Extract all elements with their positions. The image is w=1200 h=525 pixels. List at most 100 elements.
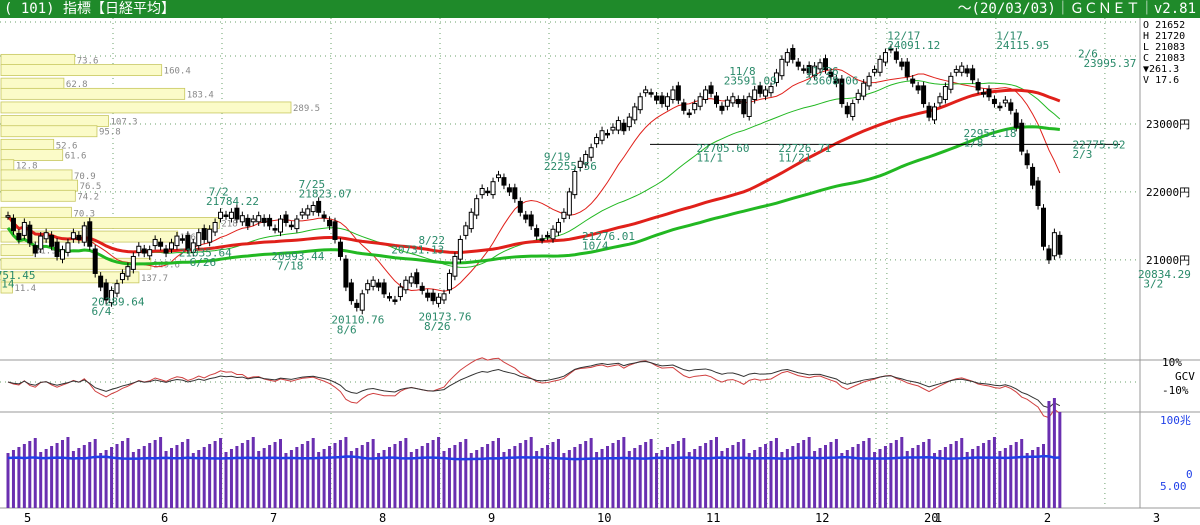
volume-bar xyxy=(606,446,609,508)
price-annotation: 22951.18 xyxy=(964,127,1017,140)
volume-bar xyxy=(916,445,920,508)
volume-bar xyxy=(289,450,293,508)
price-annotation: 23995.37 xyxy=(1083,57,1136,70)
volume-bar xyxy=(1042,444,1045,508)
volume-bar xyxy=(131,452,135,508)
price-annotation: 11/26 xyxy=(806,65,839,78)
candle-body xyxy=(703,89,709,100)
volume-bar xyxy=(317,452,321,508)
candle-body xyxy=(1051,232,1057,257)
volume-bar xyxy=(671,444,675,508)
volume-bar xyxy=(50,446,54,508)
candle-body xyxy=(158,241,164,247)
volume-bar xyxy=(355,448,359,508)
volume-bar xyxy=(856,444,860,508)
candle-body xyxy=(643,89,649,94)
volume-bar xyxy=(497,438,500,508)
ma-long-red-line xyxy=(6,88,1061,255)
volume-bar xyxy=(191,453,195,508)
price-annotation: 20993.44 xyxy=(271,250,324,263)
candle-body xyxy=(648,92,654,95)
volume-bar xyxy=(393,444,397,508)
volume-profile-label: 70.3 xyxy=(73,209,95,219)
candle-body xyxy=(392,299,398,302)
volume-profile-label: 76.5 xyxy=(80,182,102,192)
volume-bar xyxy=(992,437,996,508)
volume-bar xyxy=(322,449,326,508)
volume-bar xyxy=(867,438,871,508)
volume-bar xyxy=(415,449,419,508)
volume-bar xyxy=(655,453,659,508)
volume-bar xyxy=(99,453,103,508)
volume-bar xyxy=(240,443,244,508)
ma-long-green-line xyxy=(6,125,1061,266)
volume-bar xyxy=(802,440,806,508)
ohlc-open: O 21652 xyxy=(1143,20,1186,31)
price-annotation: 8/6 xyxy=(337,323,357,336)
candle-body xyxy=(719,105,725,111)
candle-body xyxy=(207,228,213,243)
candle-body xyxy=(790,48,796,60)
volume-bar xyxy=(22,444,26,508)
volume-bar xyxy=(649,439,653,508)
volume-profile-label: 61.6 xyxy=(65,152,87,162)
volume-bar xyxy=(469,453,473,508)
candle-body xyxy=(512,187,518,200)
volume-profile-bar xyxy=(0,115,109,127)
volume-bar xyxy=(300,444,304,508)
month-label: 10 xyxy=(597,511,611,525)
candle-body xyxy=(806,64,812,74)
volume-bar xyxy=(529,437,533,508)
price-annotation: 23591.09 xyxy=(724,75,777,88)
month-label: 11 xyxy=(706,511,720,525)
volume-bar xyxy=(1052,398,1056,508)
candle-body xyxy=(218,211,224,219)
candle-body xyxy=(724,99,730,107)
volume-bar xyxy=(954,441,958,508)
price-annotation: 21035.64 xyxy=(179,246,232,259)
volume-profile-label: 289.5 xyxy=(293,104,320,114)
candle-body xyxy=(332,221,338,240)
candle-body xyxy=(283,214,289,223)
volume-bar xyxy=(709,440,713,508)
volume-bar xyxy=(851,447,855,508)
candle-body xyxy=(65,242,71,253)
price-annotation: 6/26 xyxy=(190,256,217,269)
candle-body xyxy=(659,95,665,105)
candle-body xyxy=(1030,166,1036,186)
volume-bar xyxy=(1025,453,1029,508)
volume-bar xyxy=(698,446,702,508)
volume-bar xyxy=(420,446,424,508)
volume-bar xyxy=(1031,450,1035,508)
candle-body xyxy=(1041,207,1046,247)
volume-bar xyxy=(491,441,495,508)
month-label: 3 xyxy=(1153,511,1160,525)
volume-bar xyxy=(273,442,277,508)
volume-bar xyxy=(349,451,353,508)
candle-body xyxy=(354,302,360,308)
candle-body xyxy=(550,228,556,240)
volume-bar xyxy=(170,448,173,508)
volume-bar xyxy=(175,445,179,508)
volume-bar xyxy=(791,446,795,508)
candle-body xyxy=(621,122,627,132)
price-annotation: 20731.13 xyxy=(391,244,444,257)
candle-body xyxy=(610,126,616,131)
volume-bar xyxy=(464,439,468,508)
candle-body xyxy=(1013,112,1019,128)
price-annotation: 20289.64 xyxy=(92,295,145,308)
volume-bar xyxy=(747,453,751,508)
volume-bar xyxy=(873,452,877,508)
candle-body xyxy=(201,228,207,240)
volume-profile-bar xyxy=(0,271,140,284)
candle-body xyxy=(757,85,763,94)
volume-bar xyxy=(61,440,64,508)
candle-body xyxy=(114,283,120,294)
candle-body xyxy=(109,289,115,304)
volume-bar xyxy=(1047,401,1051,508)
candle-body xyxy=(103,282,109,301)
volume-bar xyxy=(943,447,947,508)
candle-body xyxy=(675,85,681,101)
candle-body xyxy=(337,241,343,257)
price-annotation: 8/22 xyxy=(419,234,446,247)
